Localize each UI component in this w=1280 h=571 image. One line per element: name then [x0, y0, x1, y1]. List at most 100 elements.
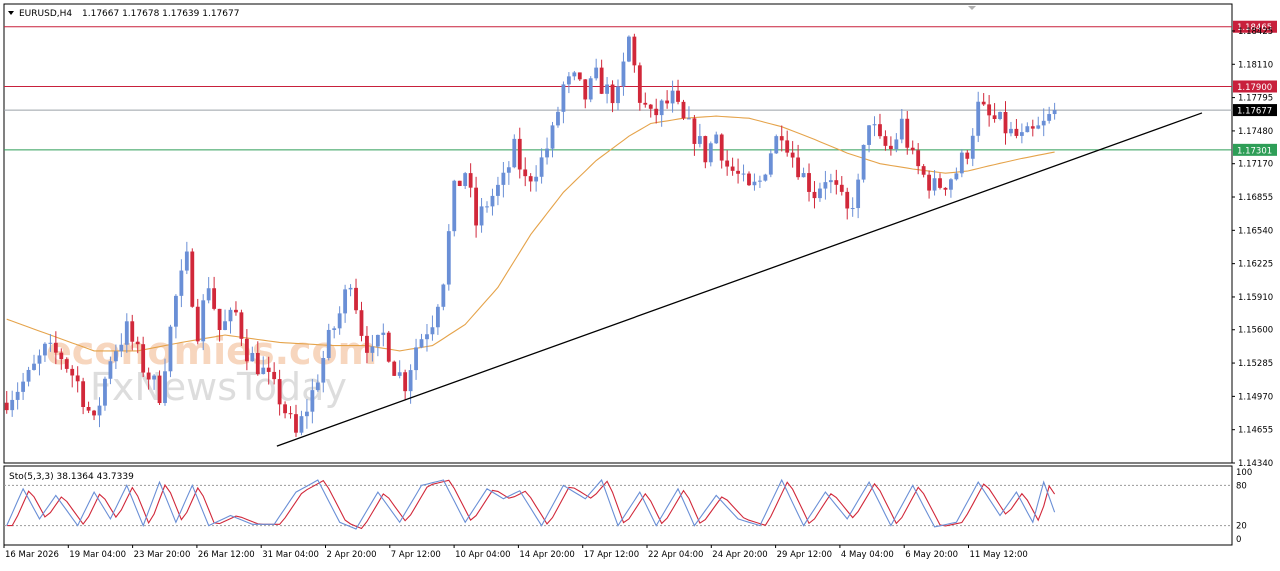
candle-body — [359, 310, 364, 336]
candle — [545, 137, 549, 165]
candle — [103, 376, 107, 411]
candle-body — [785, 140, 790, 153]
candle — [463, 171, 468, 189]
candle-body — [534, 176, 539, 182]
candle — [550, 121, 555, 158]
candle-body — [779, 136, 784, 141]
candle-body — [550, 125, 555, 149]
candle — [517, 127, 522, 179]
candle-body — [861, 144, 866, 180]
candle — [534, 165, 539, 192]
candle — [212, 276, 217, 311]
candle-body — [621, 61, 626, 87]
candle — [425, 324, 429, 352]
candle-body — [736, 170, 740, 174]
candle — [812, 181, 817, 209]
candle — [255, 341, 260, 376]
candle-body — [637, 65, 642, 103]
candle — [1025, 122, 1030, 133]
candle — [965, 150, 970, 165]
stoch-tick-label-0: 100 — [1236, 468, 1252, 478]
candle-body — [648, 104, 653, 109]
candle-body — [184, 251, 189, 271]
candle-body — [992, 115, 997, 120]
time-tick-label-3: 26 Mar 12:00 — [198, 550, 255, 560]
candle — [757, 175, 762, 188]
candle-body — [261, 367, 266, 375]
candle-body — [577, 72, 582, 80]
time-tick-label-0: 16 Mar 2026 — [5, 550, 59, 560]
candle — [850, 197, 855, 217]
candle — [910, 140, 915, 155]
candle-body — [337, 313, 342, 329]
candle — [179, 259, 184, 308]
candle-body — [217, 308, 222, 330]
candle — [86, 401, 91, 414]
candle — [299, 410, 304, 436]
candle — [141, 336, 146, 377]
candle — [970, 128, 975, 167]
candle — [938, 173, 942, 190]
candle-body — [627, 36, 631, 62]
candle — [561, 81, 566, 124]
candle — [4, 391, 9, 414]
candle-body — [463, 173, 468, 186]
candle-body — [632, 36, 637, 66]
candle-body — [1019, 132, 1024, 136]
time-tick-label-4: 31 Mar 04:00 — [262, 550, 319, 560]
candle-body — [174, 295, 178, 327]
candle — [223, 309, 227, 331]
candle — [250, 346, 255, 362]
candle-body — [479, 206, 484, 226]
candle — [108, 356, 113, 385]
candle-body — [321, 358, 326, 383]
candle-body — [283, 404, 287, 414]
candle-body — [64, 359, 69, 369]
dropdown-triangle-icon[interactable] — [8, 11, 14, 15]
candle-body — [4, 402, 9, 411]
candle-body — [277, 379, 282, 405]
candle — [152, 374, 156, 390]
candle-body — [905, 118, 910, 148]
candle-body — [965, 152, 970, 159]
time-tick-label-15: 11 May 12:00 — [970, 550, 1028, 560]
candle-body — [441, 284, 446, 307]
moving-average-line — [6, 115, 1055, 352]
candle — [386, 330, 391, 363]
candle — [343, 284, 348, 323]
candle — [916, 143, 921, 175]
candle — [441, 283, 446, 311]
candle — [949, 178, 953, 198]
candle-body — [692, 118, 697, 144]
stochastic-pane[interactable] — [3, 465, 1233, 546]
candle — [856, 173, 861, 219]
stoch-tick-label-2: 20 — [1236, 522, 1247, 532]
candle-body — [747, 173, 751, 186]
candle-body — [828, 180, 833, 183]
candle-body — [157, 375, 162, 404]
candle-body — [594, 67, 599, 79]
candle — [659, 99, 664, 127]
candle — [599, 59, 604, 95]
candle — [801, 167, 806, 178]
candle-body — [146, 372, 151, 380]
candle — [959, 149, 964, 178]
candle-body — [670, 90, 675, 104]
candle — [15, 382, 20, 410]
candle-body — [1025, 126, 1030, 133]
candle-body — [894, 139, 899, 150]
price-tick-label-12: 1.14655 — [1238, 426, 1273, 436]
candle — [457, 180, 462, 187]
candle — [266, 356, 271, 385]
candle — [752, 173, 757, 191]
candle-body — [998, 111, 1002, 120]
chart-shift-marker-icon[interactable] — [968, 6, 976, 10]
ascending-trendline[interactable] — [276, 112, 1203, 447]
candle-body — [883, 136, 888, 146]
candle-body — [304, 411, 309, 417]
time-tick-label-5: 2 Apr 20:00 — [327, 550, 377, 560]
candle — [730, 157, 735, 176]
candle — [605, 77, 609, 104]
